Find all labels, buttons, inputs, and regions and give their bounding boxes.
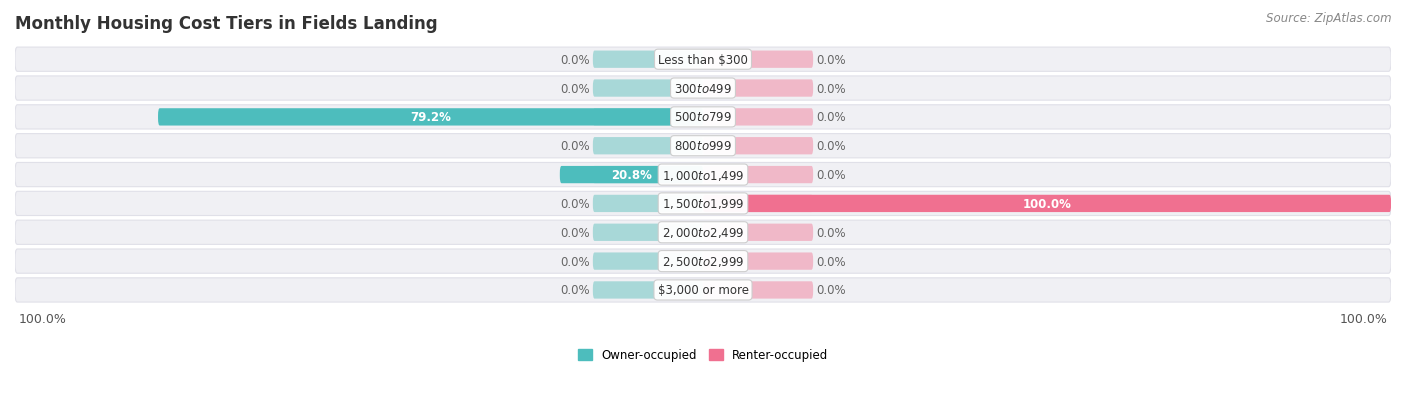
FancyBboxPatch shape (593, 224, 703, 241)
Text: Source: ZipAtlas.com: Source: ZipAtlas.com (1267, 12, 1392, 25)
Text: 0.0%: 0.0% (560, 197, 589, 210)
FancyBboxPatch shape (15, 163, 1391, 187)
Text: $1,000 to $1,499: $1,000 to $1,499 (662, 168, 744, 182)
FancyBboxPatch shape (703, 195, 1391, 213)
FancyBboxPatch shape (703, 282, 813, 299)
Text: $500 to $799: $500 to $799 (673, 111, 733, 124)
FancyBboxPatch shape (703, 109, 813, 126)
Text: $2,500 to $2,999: $2,500 to $2,999 (662, 254, 744, 268)
Text: $3,000 or more: $3,000 or more (658, 284, 748, 297)
FancyBboxPatch shape (703, 224, 813, 241)
FancyBboxPatch shape (703, 166, 813, 184)
Text: 0.0%: 0.0% (817, 54, 846, 66)
Text: 0.0%: 0.0% (560, 255, 589, 268)
FancyBboxPatch shape (703, 195, 813, 213)
Text: 0.0%: 0.0% (560, 284, 589, 297)
FancyBboxPatch shape (15, 134, 1391, 159)
Text: 79.2%: 79.2% (411, 111, 451, 124)
FancyBboxPatch shape (15, 105, 1391, 130)
Text: Monthly Housing Cost Tiers in Fields Landing: Monthly Housing Cost Tiers in Fields Lan… (15, 15, 437, 33)
Text: 0.0%: 0.0% (560, 226, 589, 239)
FancyBboxPatch shape (15, 77, 1391, 101)
Text: 0.0%: 0.0% (817, 111, 846, 124)
Text: 0.0%: 0.0% (560, 140, 589, 153)
FancyBboxPatch shape (703, 138, 813, 155)
Text: 0.0%: 0.0% (817, 284, 846, 297)
Text: 0.0%: 0.0% (817, 82, 846, 95)
Text: Less than $300: Less than $300 (658, 54, 748, 66)
Text: 100.0%: 100.0% (18, 313, 66, 325)
FancyBboxPatch shape (15, 221, 1391, 245)
Text: 0.0%: 0.0% (817, 140, 846, 153)
Text: 0.0%: 0.0% (560, 82, 589, 95)
Text: 0.0%: 0.0% (560, 54, 589, 66)
Text: 0.0%: 0.0% (817, 169, 846, 182)
FancyBboxPatch shape (593, 109, 703, 126)
Text: 100.0%: 100.0% (1022, 197, 1071, 210)
FancyBboxPatch shape (593, 80, 703, 97)
FancyBboxPatch shape (593, 253, 703, 270)
FancyBboxPatch shape (15, 192, 1391, 216)
Text: $300 to $499: $300 to $499 (673, 82, 733, 95)
FancyBboxPatch shape (157, 109, 703, 126)
FancyBboxPatch shape (560, 166, 703, 184)
Text: $800 to $999: $800 to $999 (673, 140, 733, 153)
FancyBboxPatch shape (15, 278, 1391, 302)
FancyBboxPatch shape (593, 282, 703, 299)
Legend: Owner-occupied, Renter-occupied: Owner-occupied, Renter-occupied (572, 344, 834, 366)
Text: $2,000 to $2,499: $2,000 to $2,499 (662, 226, 744, 240)
FancyBboxPatch shape (703, 51, 813, 69)
FancyBboxPatch shape (703, 80, 813, 97)
Text: 20.8%: 20.8% (612, 169, 652, 182)
Text: 100.0%: 100.0% (1340, 313, 1388, 325)
FancyBboxPatch shape (593, 51, 703, 69)
Text: 0.0%: 0.0% (817, 255, 846, 268)
FancyBboxPatch shape (15, 48, 1391, 72)
FancyBboxPatch shape (593, 138, 703, 155)
FancyBboxPatch shape (703, 253, 813, 270)
FancyBboxPatch shape (593, 166, 703, 184)
Text: 0.0%: 0.0% (817, 226, 846, 239)
FancyBboxPatch shape (15, 249, 1391, 273)
FancyBboxPatch shape (593, 195, 703, 213)
Text: $1,500 to $1,999: $1,500 to $1,999 (662, 197, 744, 211)
